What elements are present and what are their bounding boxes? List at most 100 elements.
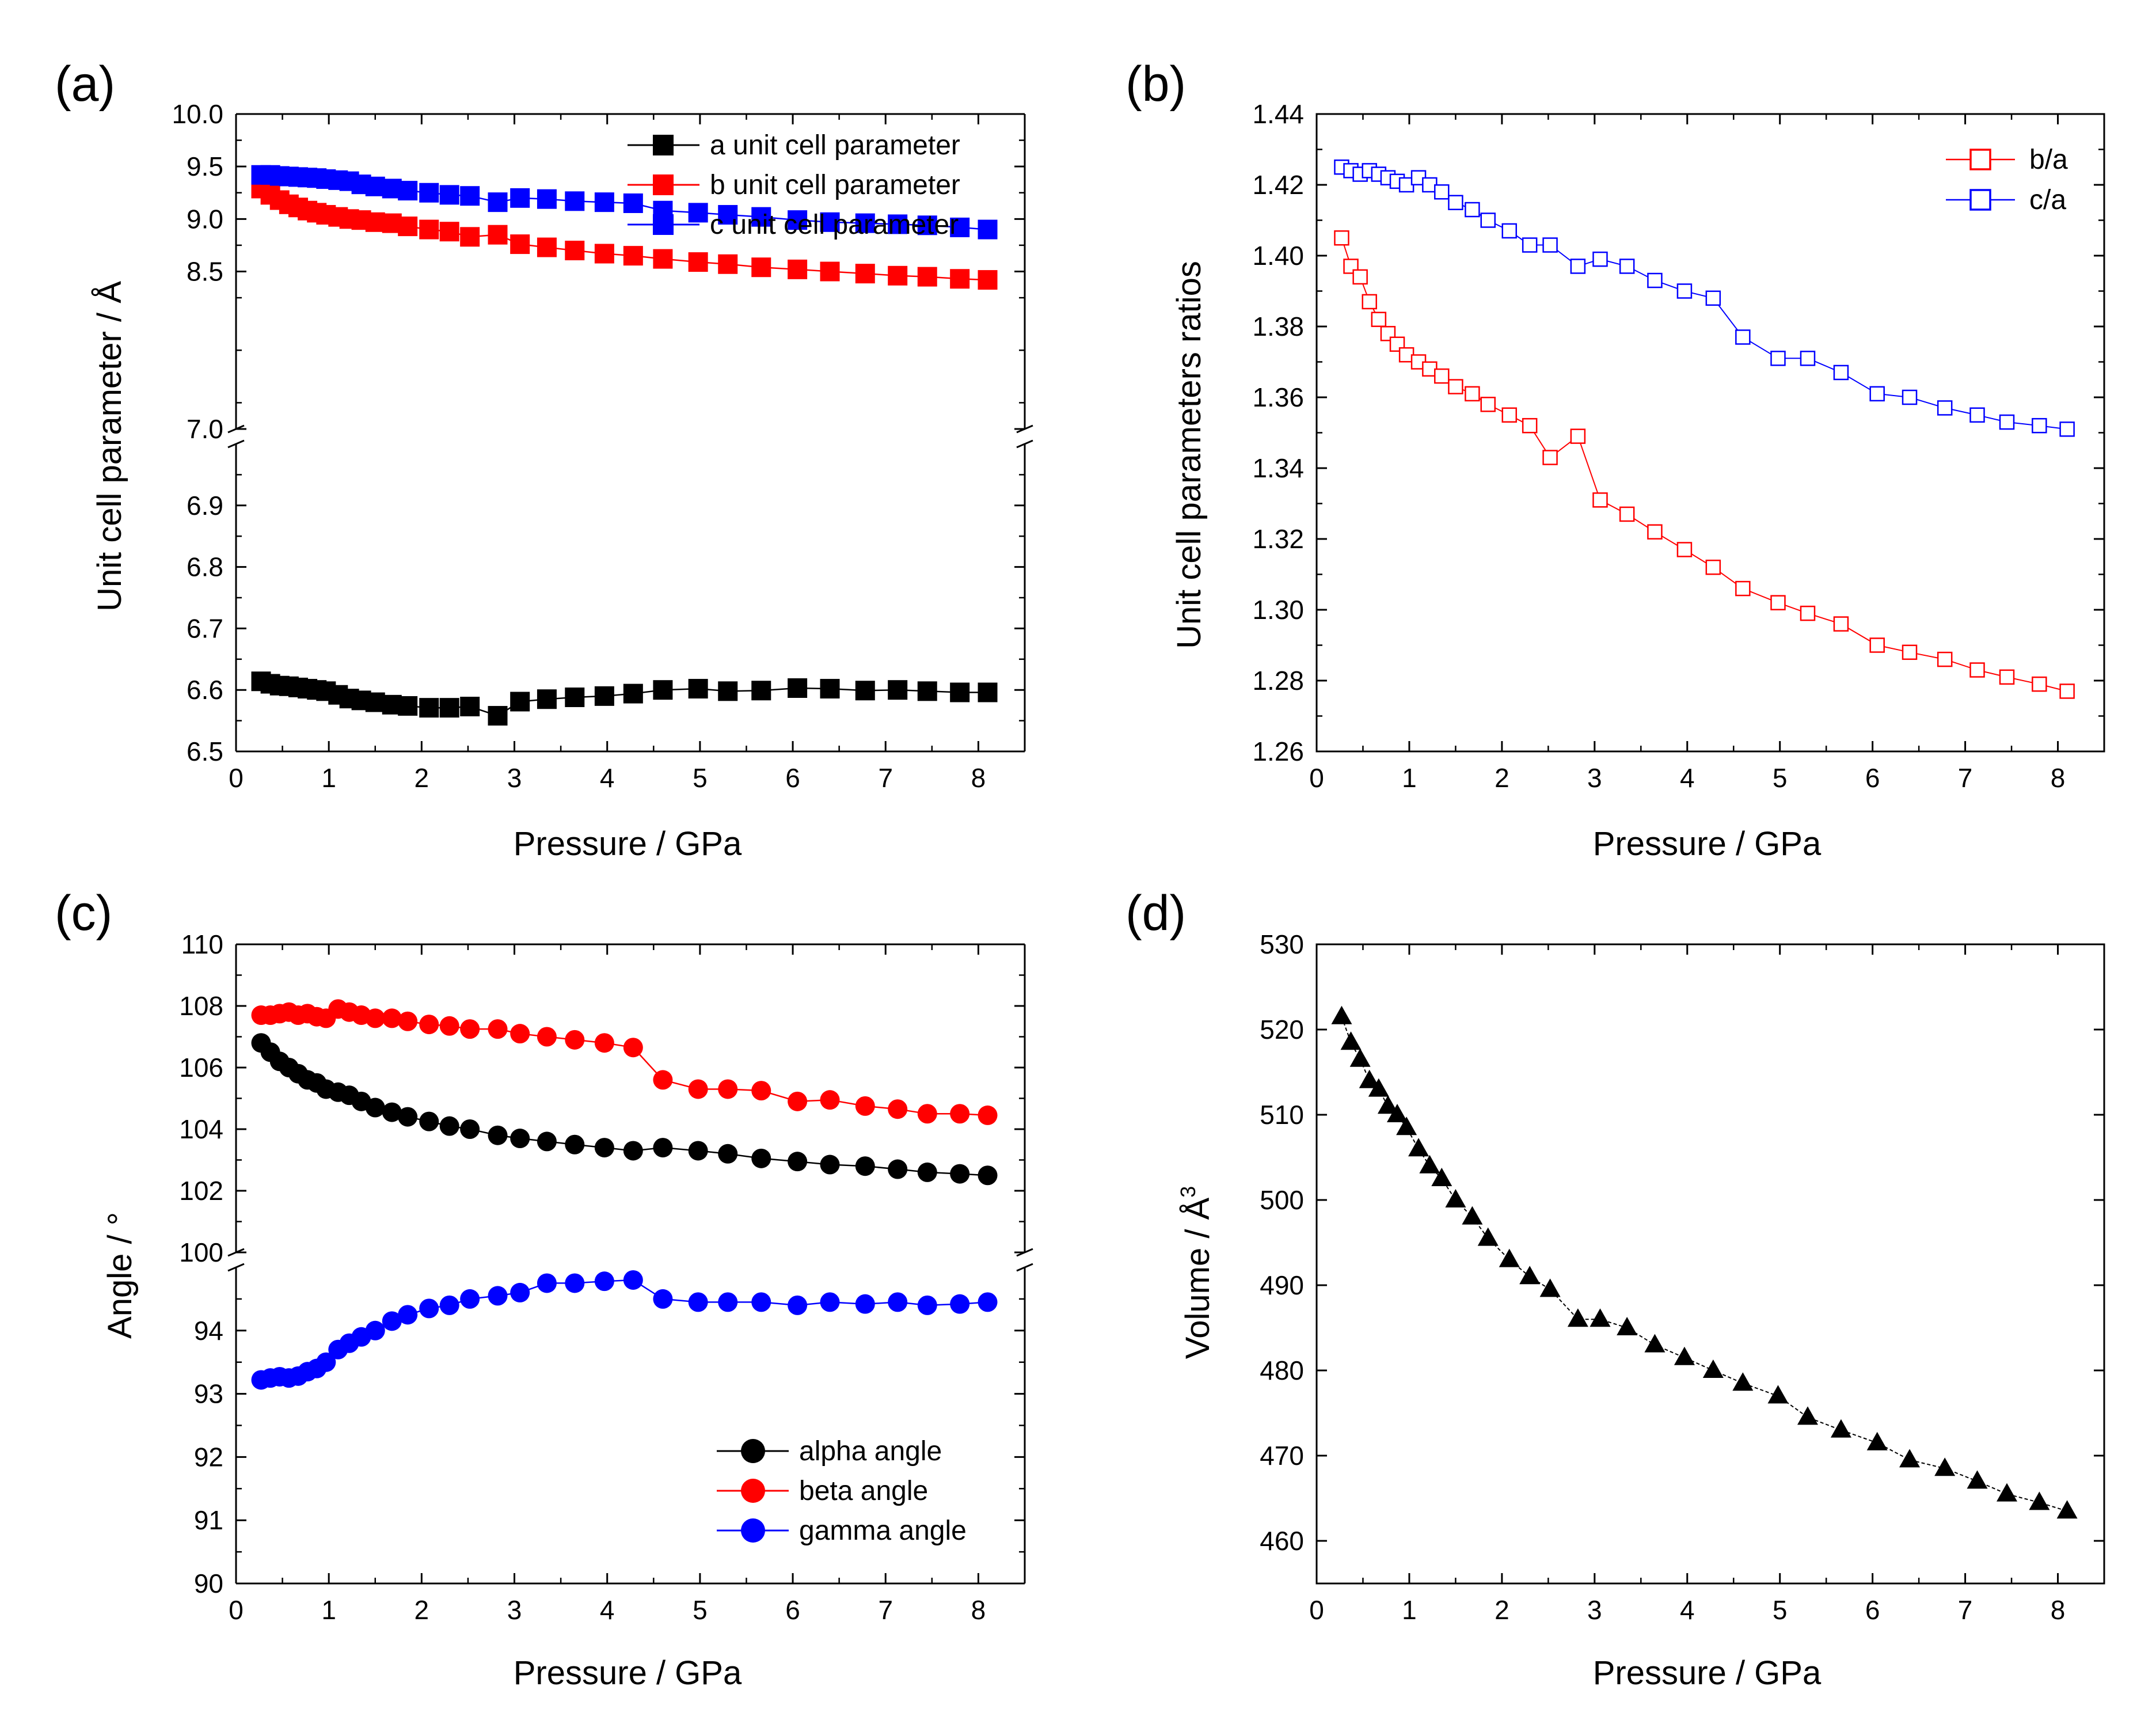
panel-c-y-axis-title: Angle / ° <box>101 1212 139 1339</box>
data-point <box>653 1289 673 1309</box>
legend-a-marker-c <box>653 214 674 235</box>
data-point <box>1937 400 1953 416</box>
data-point <box>688 679 708 699</box>
data-point <box>1368 1078 1389 1097</box>
y-tick-label: 1.32 <box>1252 524 1304 554</box>
data-point <box>398 217 418 237</box>
data-point <box>488 225 508 245</box>
data-point <box>1570 428 1586 444</box>
data-point <box>1422 361 1438 377</box>
data-point <box>751 257 771 278</box>
y-tick-label: 100 <box>179 1237 223 1267</box>
x-tick-label: 5 <box>693 1595 708 1625</box>
data-point <box>382 1102 402 1122</box>
data-point <box>365 176 385 196</box>
data-point <box>1331 1005 1352 1024</box>
x-tick-label: 7 <box>878 1595 893 1625</box>
data-point <box>488 1125 508 1145</box>
data-point <box>1480 397 1496 412</box>
x-tick-label: 8 <box>971 1595 986 1625</box>
data-point <box>594 192 614 212</box>
data-point <box>460 1019 480 1039</box>
panel-b-x-axis-title: Pressure / GPa <box>1593 825 1822 863</box>
data-point <box>565 1030 585 1050</box>
x-tick-label: 4 <box>1680 763 1695 793</box>
y-tick-label: 6.9 <box>187 491 223 521</box>
data-point <box>1619 506 1635 522</box>
data-point <box>1334 230 1349 246</box>
data-point <box>788 259 808 279</box>
y-tick-label: 104 <box>179 1114 223 1144</box>
data-point <box>1542 237 1558 253</box>
data-point <box>855 1294 875 1314</box>
data-point <box>978 1292 998 1312</box>
x-tick-label: 8 <box>2051 1595 2066 1625</box>
x-tick-label: 7 <box>1958 763 1973 793</box>
panel-d-plot-frame <box>1315 943 2105 1585</box>
data-point <box>718 254 738 274</box>
y-tick-label: 92 <box>194 1442 223 1472</box>
panel-b: (b) Pressure / GPa Unit cell parameters … <box>1125 56 2105 863</box>
legend-a-label-a: a unit cell parameter <box>710 130 960 161</box>
data-point <box>1702 1359 1724 1378</box>
panel-d-y-axis-title-main: Volume / Å <box>1179 1197 1216 1359</box>
y-tick-label: 90 <box>194 1569 223 1598</box>
data-point <box>565 1273 585 1293</box>
y-tick-label: 1.34 <box>1252 453 1304 483</box>
x-tick-label: 0 <box>1309 763 1324 793</box>
data-point <box>1869 637 1885 653</box>
data-point <box>488 706 508 726</box>
data-point <box>820 212 840 232</box>
x-tick-label: 4 <box>600 1595 615 1625</box>
data-point <box>398 696 418 716</box>
data-point <box>510 1024 530 1044</box>
x-tick-label: 5 <box>1773 763 1788 793</box>
data-point <box>688 1141 708 1161</box>
data-point <box>1869 386 1885 402</box>
data-point <box>653 680 673 700</box>
y-tick-label: 9.5 <box>187 151 223 181</box>
x-tick-label: 3 <box>507 1595 522 1625</box>
data-point <box>488 192 508 212</box>
x-tick-label: 5 <box>1773 1595 1788 1625</box>
data-point <box>1590 1308 1611 1327</box>
data-point <box>398 1305 418 1325</box>
data-point <box>718 205 738 225</box>
y-tick-label: 102 <box>179 1176 223 1206</box>
data-point <box>751 1292 771 1312</box>
data-point <box>1735 580 1751 597</box>
data-point <box>1676 283 1693 299</box>
data-point <box>2032 676 2047 692</box>
data-point <box>537 689 557 709</box>
data-point <box>1340 1031 1362 1050</box>
legend-c-label-gamma: gamma angle <box>799 1516 967 1546</box>
y-tick-label: 94 <box>194 1316 223 1346</box>
data-point <box>537 189 557 209</box>
panel-a: (a) Pressure / GPa Unit cell parameter /… <box>55 56 1033 863</box>
data-point <box>1676 542 1693 557</box>
legend-b-marker-ca <box>1969 189 1991 211</box>
legend-c-label-alpha: alpha angle <box>799 1436 942 1467</box>
data-point <box>419 1298 439 1319</box>
data-point <box>1570 259 1586 274</box>
data-point <box>1477 1227 1499 1246</box>
data-point <box>820 679 840 699</box>
data-point <box>978 270 998 290</box>
data-point <box>820 1154 840 1175</box>
panel-b-legend: b/a c/a <box>1946 145 2068 215</box>
data-point <box>1937 651 1953 667</box>
y-tick-label: 6.6 <box>187 675 223 705</box>
x-tick-label: 8 <box>971 763 986 793</box>
data-point <box>1967 1470 1988 1489</box>
x-tick-label: 0 <box>229 763 244 793</box>
data-point <box>978 219 998 240</box>
data-point <box>365 1008 385 1028</box>
legend-b-label-ba: b/a <box>2029 145 2068 175</box>
x-tick-label: 1 <box>1402 1595 1417 1625</box>
data-point <box>718 1292 738 1312</box>
data-point <box>855 264 875 284</box>
y-tick-label: 1.40 <box>1252 241 1304 271</box>
legend-c-marker-beta <box>741 1479 765 1503</box>
data-point <box>510 1282 530 1302</box>
data-point <box>751 1148 771 1168</box>
